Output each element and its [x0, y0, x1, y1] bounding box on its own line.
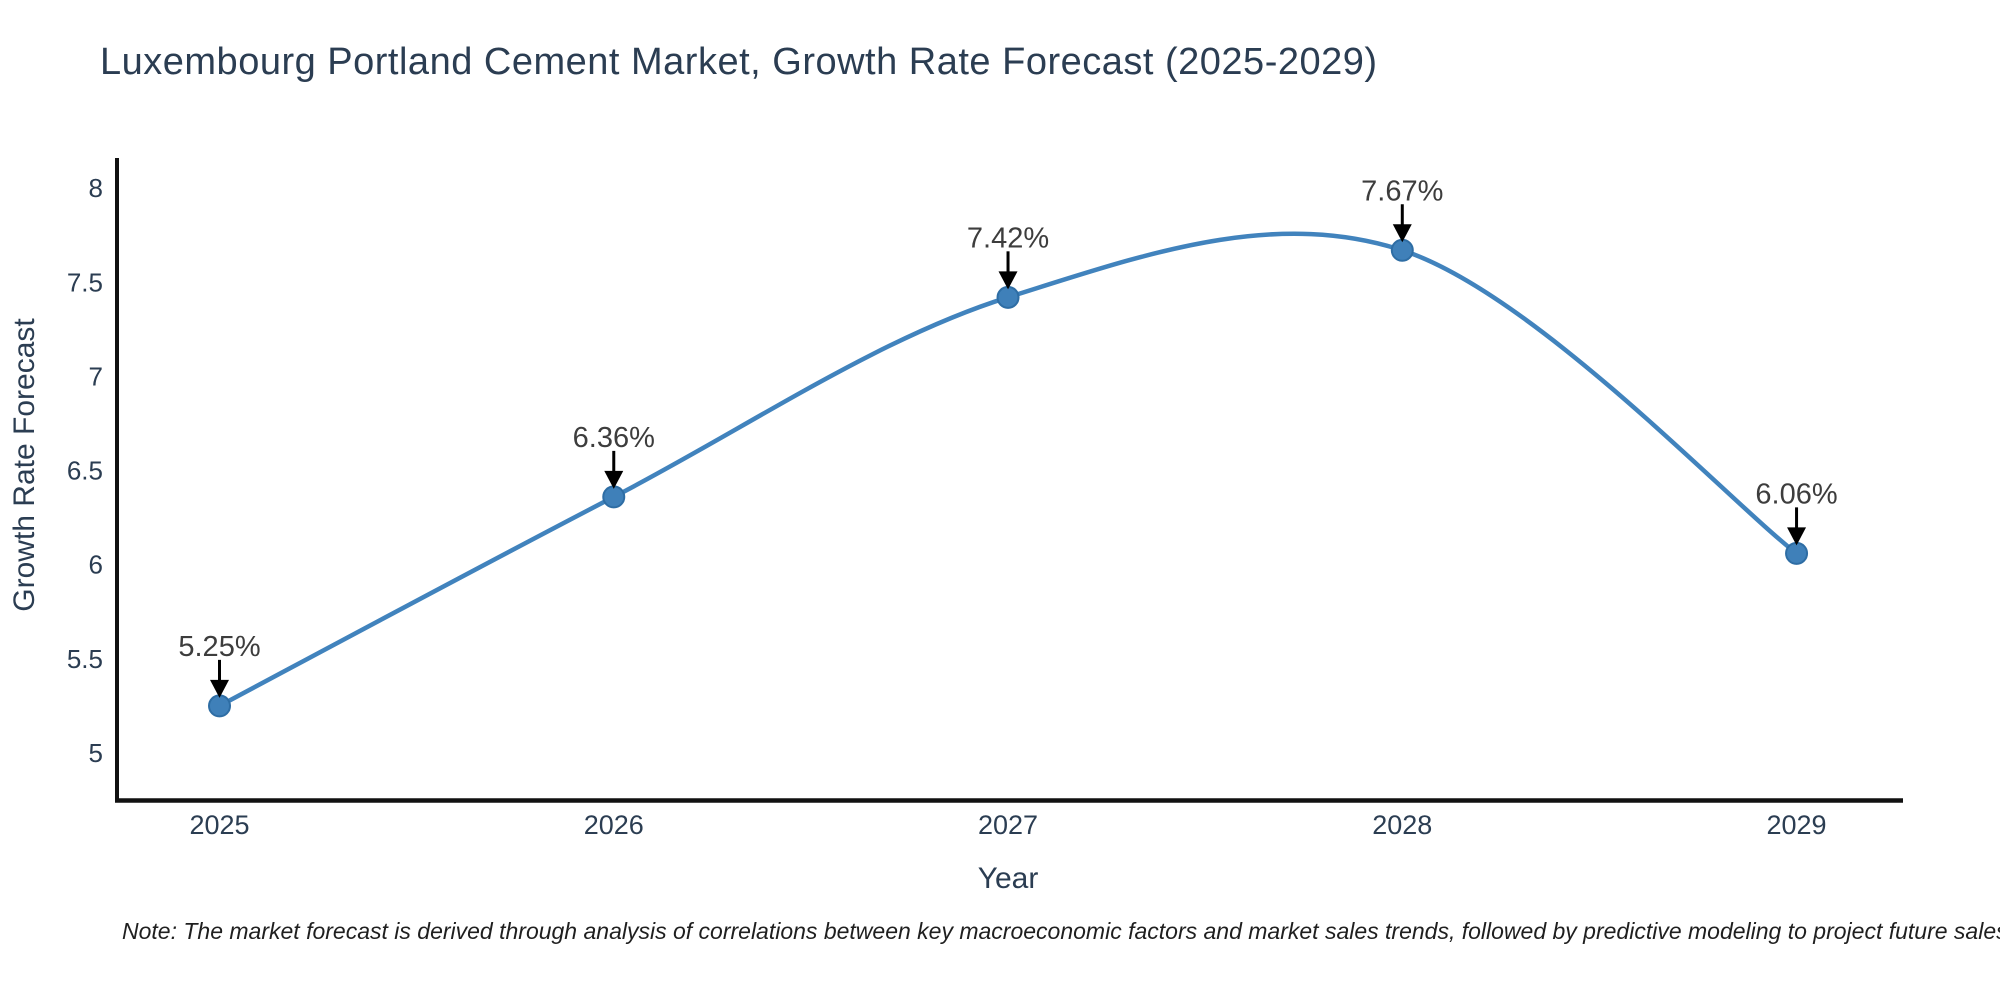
data-point-marker[interactable]	[1785, 541, 1809, 565]
x-tick-label: 2027	[978, 810, 1038, 840]
x-tick-label: 2026	[584, 810, 644, 840]
data-point-marker[interactable]	[996, 285, 1020, 309]
annotation-arrow-head	[210, 679, 230, 698]
y-axis-title: Growth Rate Forecast	[8, 318, 41, 612]
y-tick-label: 5.5	[67, 644, 103, 674]
annotation-label: 6.36%	[573, 422, 655, 454]
annotation-label: 5.25%	[178, 631, 260, 663]
annotation-arrow-head	[1392, 224, 1412, 243]
chart-title: Luxembourg Portland Cement Market, Growt…	[100, 41, 1378, 83]
x-axis-title: Year	[978, 862, 1039, 895]
data-point-marker[interactable]	[208, 694, 232, 718]
data-point-marker[interactable]	[602, 485, 626, 509]
annotation-label: 6.06%	[1755, 478, 1837, 510]
x-tick-label: 2028	[1372, 810, 1432, 840]
y-tick-label: 5	[89, 738, 103, 768]
annotation-arrow-head	[1787, 527, 1807, 546]
x-tick-label: 2029	[1767, 810, 1827, 840]
data-point-marker[interactable]	[1390, 238, 1414, 262]
annotation-label: 7.42%	[967, 222, 1049, 254]
y-tick-label: 6	[89, 550, 103, 580]
x-tick-label: 2025	[189, 810, 249, 840]
annotation-arrow-head	[998, 271, 1018, 290]
footnote: Note: The market forecast is derived thr…	[122, 918, 2000, 944]
y-tick-label: 7.5	[67, 267, 103, 297]
y-tick-label: 8	[89, 173, 103, 203]
y-tick-label: 7	[89, 361, 103, 391]
annotation-label: 7.67%	[1361, 175, 1443, 207]
annotation-arrow-head	[604, 470, 624, 489]
y-tick-label: 6.5	[67, 456, 103, 486]
